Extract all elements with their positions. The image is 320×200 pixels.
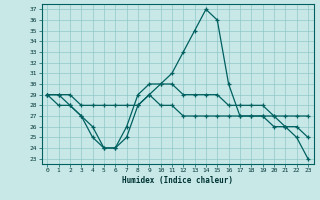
X-axis label: Humidex (Indice chaleur): Humidex (Indice chaleur) bbox=[122, 176, 233, 185]
